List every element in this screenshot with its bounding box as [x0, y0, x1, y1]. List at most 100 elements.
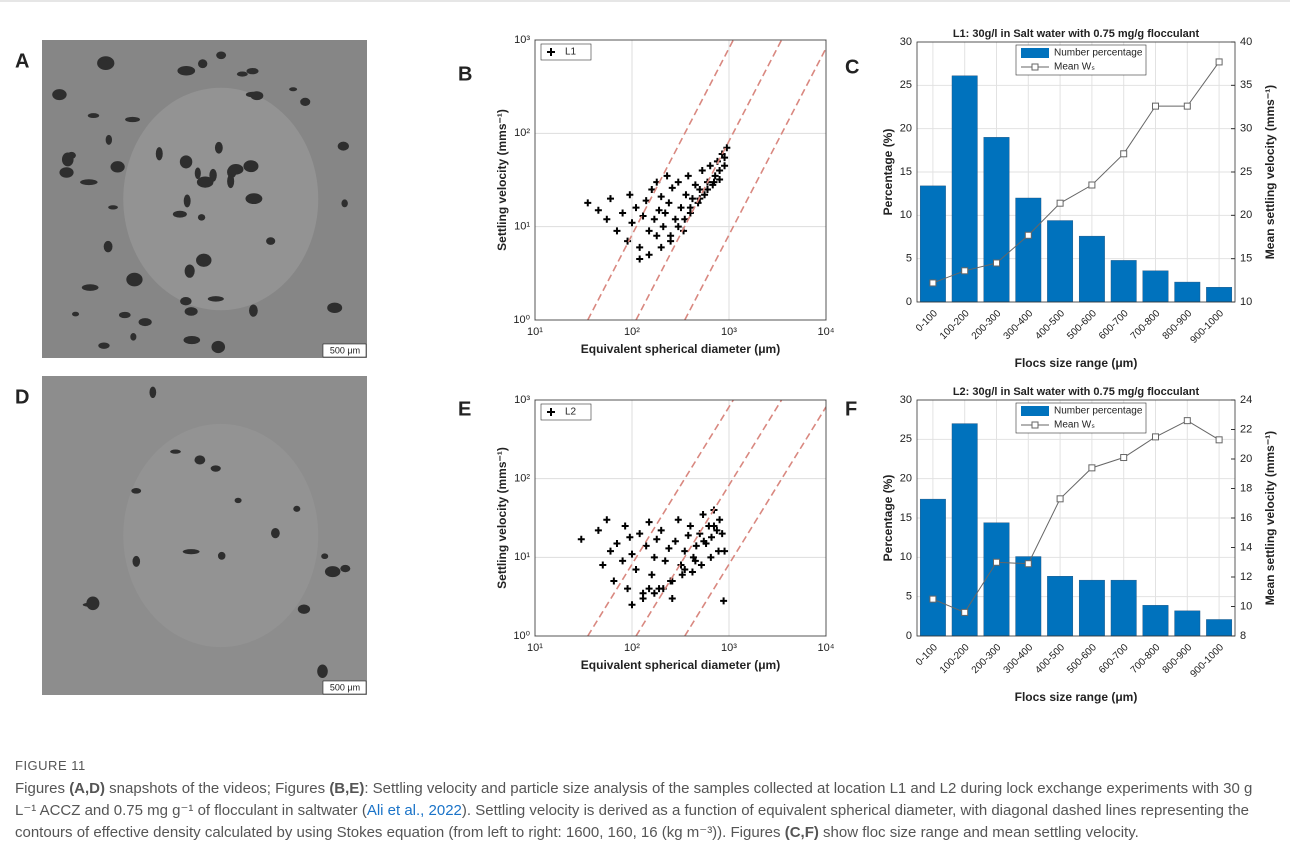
- line-marker: [1183, 417, 1191, 425]
- x-tick-label: 100-200: [938, 642, 972, 676]
- point: [606, 547, 614, 555]
- point: [716, 176, 724, 184]
- line: [932, 61, 1220, 284]
- point: [668, 184, 676, 192]
- floc: [300, 97, 311, 106]
- chart-title: L2: 30g/l in Salt water with 0.75 mg/g f…: [953, 386, 1200, 398]
- floc: [197, 59, 208, 69]
- floc: [194, 167, 201, 180]
- bar: [1206, 619, 1233, 637]
- legend-marker: [547, 408, 555, 416]
- bar: [1078, 579, 1105, 637]
- line-marker: [993, 558, 1000, 566]
- floc: [98, 342, 110, 349]
- floc: [246, 67, 259, 75]
- floc: [211, 340, 226, 354]
- caption-bold: (C,F): [784, 824, 819, 841]
- y-tick-label: 10²: [514, 473, 530, 485]
- y2-tick-label: 14: [1240, 541, 1252, 553]
- point: [594, 206, 602, 214]
- bar: [1015, 556, 1042, 637]
- point: [655, 206, 663, 214]
- point: [686, 204, 694, 212]
- y2-tick-label: 25: [1240, 166, 1252, 178]
- y2-tick-label: 35: [1240, 79, 1252, 91]
- x-axis-label: Flocs size range (μm): [1015, 690, 1138, 704]
- bar: [983, 137, 1010, 303]
- y2-tick-label: 16: [1240, 512, 1252, 524]
- bar: [1174, 281, 1201, 303]
- point: [674, 178, 682, 186]
- floc: [125, 116, 140, 123]
- point: [703, 186, 711, 194]
- y2-tick-label: 40: [1240, 36, 1252, 48]
- point: [657, 243, 665, 251]
- bar: [1047, 576, 1074, 637]
- point: [668, 594, 676, 602]
- floc: [217, 551, 226, 560]
- point: [642, 197, 650, 205]
- point: [721, 154, 729, 162]
- floc: [172, 210, 187, 218]
- y2-tick-label: 10: [1240, 296, 1252, 308]
- legend-label: L1: [565, 47, 577, 58]
- plot-frame: [916, 41, 1236, 303]
- floc: [118, 311, 131, 319]
- y-axis-label: Settling velocity (mms⁻¹): [495, 109, 509, 251]
- floc: [228, 164, 244, 175]
- point: [636, 530, 644, 538]
- x-tick-label: 700-800: [1129, 642, 1163, 676]
- y-tick-label: 10: [900, 551, 912, 563]
- point: [701, 191, 709, 199]
- floc: [214, 141, 223, 154]
- floc: [80, 179, 98, 186]
- x-tick-label: 200-300: [970, 642, 1004, 676]
- x-tick-label: 900-1000: [1188, 308, 1226, 346]
- bar: [1142, 270, 1169, 303]
- point: [696, 186, 704, 194]
- caption-text: ). Settling velocity is derived as a fun…: [15, 802, 1250, 841]
- line: [932, 420, 1220, 614]
- floc: [207, 296, 224, 302]
- point: [665, 199, 673, 207]
- scale-bar-label: 500 μm: [330, 682, 360, 692]
- x-tick-label: 0-100: [914, 308, 940, 334]
- point: [603, 215, 611, 223]
- x-tick-label: 400-500: [1033, 642, 1067, 676]
- point: [650, 215, 658, 223]
- legend-label: Number percentage: [1054, 48, 1143, 59]
- plot-frame: [534, 399, 827, 637]
- point: [628, 219, 636, 227]
- point: [659, 223, 667, 231]
- x-tick-label: 0-100: [914, 642, 940, 668]
- y2-tick-label: 22: [1240, 423, 1252, 435]
- legend-box: [540, 43, 592, 61]
- y-tick-label: 5: [906, 591, 912, 603]
- panel-letter: C: [845, 56, 859, 78]
- density-contour: [635, 400, 783, 636]
- point: [665, 544, 673, 552]
- floc: [321, 553, 329, 560]
- density-contour: [635, 40, 783, 320]
- line-marker: [1215, 436, 1223, 444]
- floc: [234, 497, 242, 504]
- caption: Figures (A,D) snapshots of the videos; F…: [15, 778, 1255, 844]
- legend-box: [540, 403, 592, 421]
- x-tick-label: 300-400: [1002, 642, 1036, 676]
- bar: [1206, 287, 1233, 303]
- y-tick-label: 10: [900, 209, 912, 221]
- point: [661, 557, 669, 565]
- y2-tick-label: 24: [1240, 394, 1252, 406]
- line-marker: [1056, 199, 1064, 207]
- y-tick-label: 10¹: [514, 551, 530, 563]
- citation-link[interactable]: Ali et al., 2022: [366, 802, 462, 819]
- point: [684, 531, 692, 539]
- y2-axis-label: Mean settling velocity (mms⁻¹): [1263, 431, 1277, 605]
- point: [636, 243, 644, 251]
- point: [718, 530, 726, 538]
- caption-text: snapshots of the videos; Figures: [105, 780, 330, 797]
- chart-title: L1: 30g/l in Salt water with 0.75 mg/g f…: [953, 28, 1200, 40]
- point: [639, 212, 647, 220]
- point: [663, 172, 671, 180]
